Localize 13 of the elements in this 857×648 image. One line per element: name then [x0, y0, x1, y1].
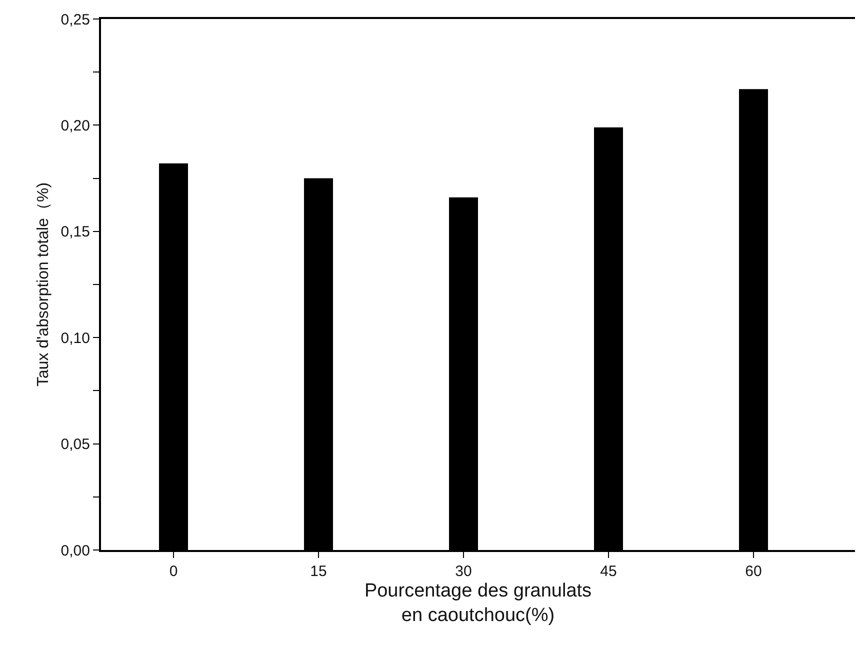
x-tick-label: 15	[310, 563, 327, 580]
x-tick-label: 30	[455, 563, 472, 580]
x-axis-title: Pourcentage des granulats en caoutchouc(%)	[364, 580, 592, 626]
y-tick-label: 0,10	[60, 330, 90, 347]
y-axis-title: Taux d'absorption totale（%)	[35, 182, 52, 387]
y-tick-label: 0,15	[60, 224, 90, 241]
x-tick-label: 60	[745, 563, 762, 580]
x-tick-label: 0	[169, 563, 178, 580]
y-tick-label: 0,00	[60, 542, 90, 560]
y-tick-label: 0,25	[60, 11, 90, 28]
y-tick-label: 0,05	[60, 436, 90, 454]
x-tick-label: 45	[600, 563, 617, 580]
y-tick-label: 0,20	[60, 117, 90, 134]
